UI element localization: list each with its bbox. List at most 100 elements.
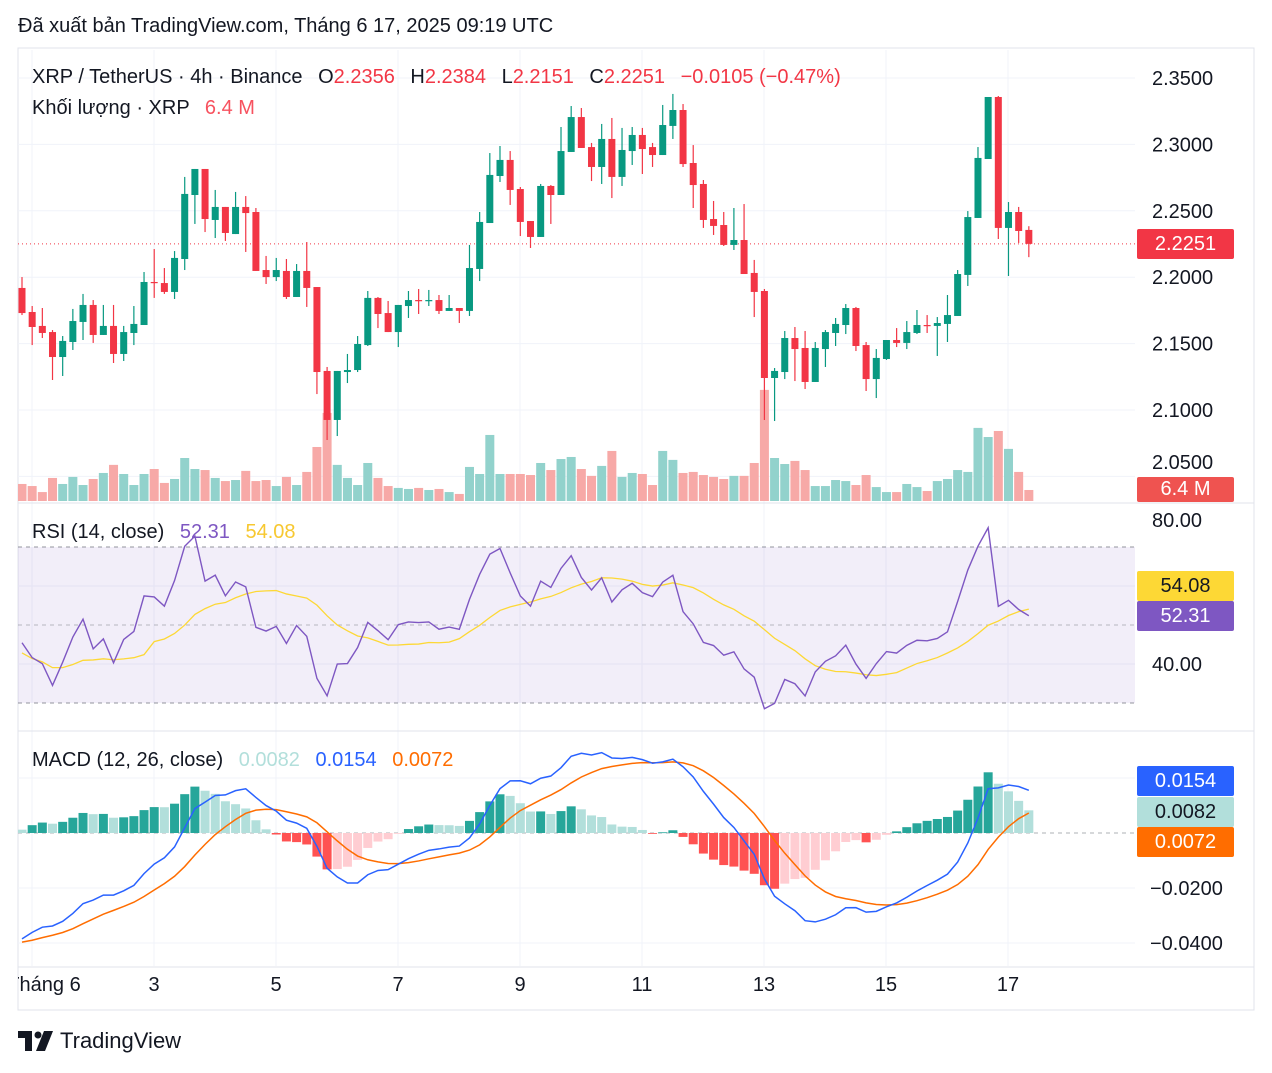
candles bbox=[18, 93, 1033, 441]
rsi-tick-label: 80.00 bbox=[1152, 510, 1202, 532]
symbol-legend[interactable]: XRP / TetherUS · 4h · Binance O2.2356 H2… bbox=[32, 65, 841, 89]
macd-histogram-bar bbox=[627, 826, 637, 833]
candle bbox=[303, 242, 311, 307]
volume-legend[interactable]: Khối lượng · XRP 6.4 M bbox=[32, 96, 255, 120]
candle bbox=[842, 304, 850, 335]
time-tick-label: 9 bbox=[514, 974, 526, 996]
volume-bar bbox=[861, 475, 871, 501]
volume-bar bbox=[98, 472, 108, 501]
candle-body bbox=[801, 347, 809, 382]
volume-bar bbox=[332, 464, 342, 501]
candle-body bbox=[872, 357, 880, 380]
macd-histogram-bar bbox=[841, 833, 851, 842]
candle-body bbox=[964, 217, 972, 275]
candle-body bbox=[527, 221, 534, 237]
candle bbox=[211, 189, 219, 239]
volume-bar bbox=[963, 471, 973, 501]
candle bbox=[394, 304, 402, 348]
macd-histogram-bar bbox=[851, 833, 861, 841]
candle bbox=[649, 142, 657, 167]
candle bbox=[903, 321, 911, 350]
candle-body bbox=[293, 270, 301, 297]
candle bbox=[984, 96, 992, 160]
rsi-ma-value: 54.08 bbox=[245, 521, 296, 543]
volume-bar bbox=[841, 481, 851, 501]
price-axis[interactable]: 2.3500 2.3000 2.2500 2.2000 2.1500 2.1000 2.05… bbox=[1152, 68, 1213, 474]
volume-bar bbox=[78, 485, 88, 501]
macd-histogram-bar bbox=[292, 833, 302, 843]
candle-body bbox=[893, 340, 901, 343]
macd-histogram-bar bbox=[546, 813, 556, 833]
volume-bar bbox=[383, 486, 393, 501]
candle bbox=[120, 325, 128, 361]
tradingview-logo-icon bbox=[18, 1031, 53, 1051]
macd-label: MACD (12, 26, close) bbox=[32, 749, 224, 771]
volume-bar bbox=[627, 472, 637, 501]
candle bbox=[455, 308, 463, 324]
candle bbox=[567, 106, 575, 152]
volume-bar bbox=[902, 483, 912, 501]
macd-histogram-bar bbox=[170, 803, 180, 833]
signal-value: 0.0072 bbox=[392, 749, 454, 771]
candle-body bbox=[394, 304, 402, 333]
tradingview-logo[interactable]: TradingView bbox=[18, 1028, 181, 1054]
volume-bar bbox=[881, 492, 891, 501]
high-value: 2.2384 bbox=[424, 66, 486, 88]
volume-bar bbox=[942, 478, 952, 501]
candle-body bbox=[771, 370, 779, 378]
volume-tag: 6.4 M bbox=[1137, 477, 1234, 502]
candle-body bbox=[140, 281, 148, 326]
macd-histogram-bar bbox=[88, 814, 98, 833]
candle-body bbox=[638, 134, 646, 150]
candle bbox=[59, 336, 67, 377]
volume-bar bbox=[485, 434, 495, 501]
candle-body bbox=[455, 308, 463, 311]
open-key: O bbox=[318, 66, 334, 88]
candle bbox=[374, 296, 382, 329]
macd-axis[interactable]: −0.0200 −0.0400 bbox=[1150, 878, 1223, 955]
candle bbox=[801, 330, 809, 390]
macd-histogram-bar bbox=[973, 786, 983, 833]
candle bbox=[252, 208, 260, 271]
macd-legend[interactable]: MACD (12, 26, close) 0.0082 0.0154 0.007… bbox=[32, 748, 453, 772]
time-axis[interactable]: Tháng 6 3 5 7 9 11 13 15 17 bbox=[18, 970, 1135, 1004]
volume-bar bbox=[973, 427, 983, 501]
candle-body bbox=[567, 117, 575, 152]
price-tick-label: 2.3000 bbox=[1152, 134, 1213, 156]
macd-histogram-bar bbox=[831, 833, 841, 852]
volume-bar bbox=[241, 470, 251, 501]
candle-body bbox=[38, 325, 46, 333]
volume-bar bbox=[281, 476, 291, 501]
candle-body bbox=[577, 117, 585, 148]
candle-body bbox=[588, 147, 596, 167]
candle-body bbox=[537, 185, 545, 237]
candle-body bbox=[506, 159, 514, 190]
volume-bar bbox=[231, 480, 241, 501]
rsi-legend[interactable]: RSI (14, close) 52.31 54.08 bbox=[32, 520, 296, 544]
macd-histogram-bar bbox=[281, 833, 291, 842]
volume-bar bbox=[597, 465, 607, 501]
candle-body bbox=[750, 272, 758, 292]
chart-frame bbox=[17, 47, 1255, 1011]
candle-body bbox=[272, 270, 280, 278]
volume-bar bbox=[993, 430, 1003, 501]
macd-histogram-bar bbox=[810, 833, 820, 870]
macd-histogram-bar bbox=[383, 833, 393, 840]
time-tick-label: 15 bbox=[874, 974, 898, 996]
volume-bar bbox=[719, 478, 729, 501]
volume-bar bbox=[495, 473, 505, 501]
macd-histogram-bar bbox=[180, 794, 190, 833]
macd-histogram-bar bbox=[139, 810, 149, 833]
rsi-axis[interactable]: 80.00 40.00 bbox=[1152, 510, 1202, 676]
candle-body bbox=[852, 308, 860, 346]
candle bbox=[69, 308, 77, 350]
macd-tag: 0.0154 bbox=[1137, 766, 1234, 796]
volume-bar bbox=[18, 483, 27, 501]
volume-bar bbox=[1024, 489, 1034, 501]
candle-body bbox=[201, 168, 209, 220]
rsi-tick-label: 40.00 bbox=[1152, 654, 1202, 676]
price-tick-label: 2.2000 bbox=[1152, 267, 1213, 289]
macd-histogram-bar bbox=[871, 833, 881, 840]
candle bbox=[323, 366, 331, 441]
